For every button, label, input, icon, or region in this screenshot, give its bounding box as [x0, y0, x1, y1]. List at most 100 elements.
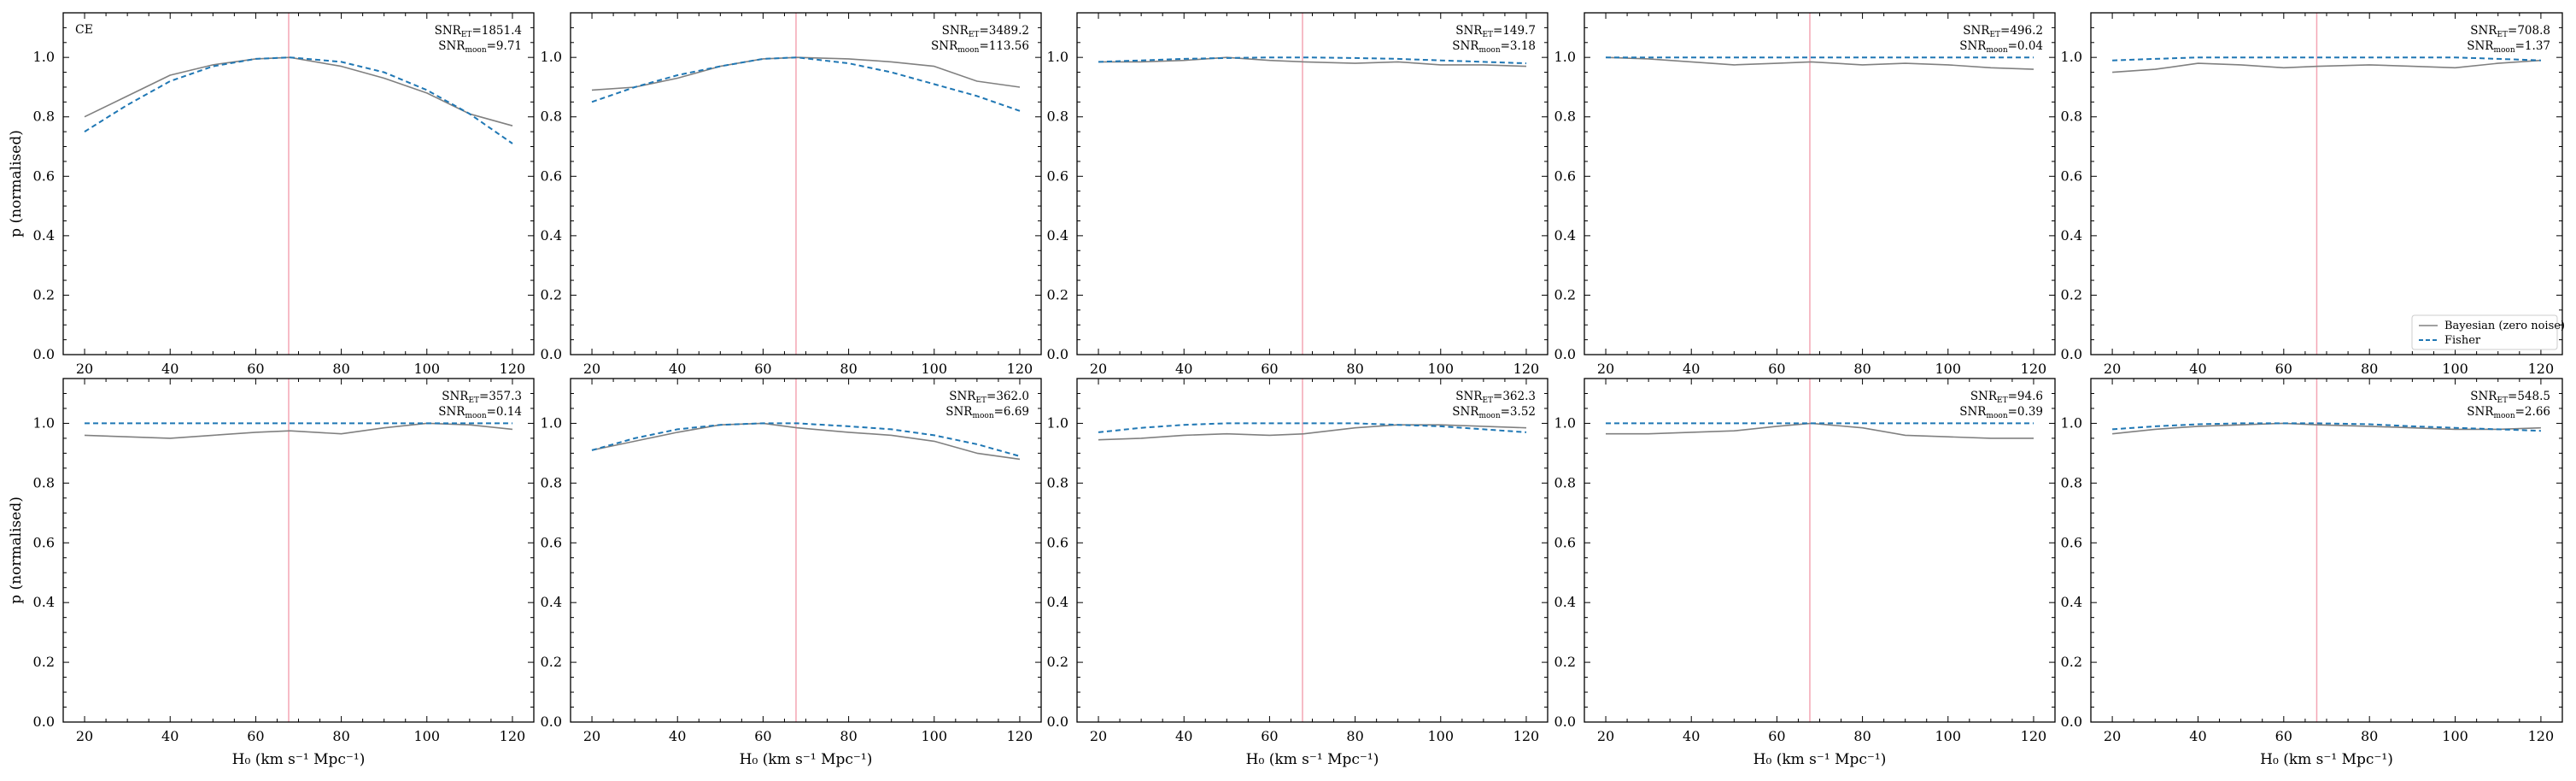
y-tick-label: 1.0 [541, 414, 562, 431]
y-tick-label: 0.8 [2061, 474, 2082, 490]
axes-frame [1076, 12, 1549, 355]
x-tick-label: 60 [1261, 728, 1278, 744]
y-tick-label: 0.0 [1047, 346, 1068, 362]
snr-et-label: SNRET=94.6 [1970, 390, 2043, 405]
y-tick-label: 0.4 [1047, 227, 1068, 244]
panel-7: 20 40 60 80 100 120 0.0 0.2 0.4 0.6 0.8 1.0 H₀ (km s… [541, 378, 1042, 768]
bayesian-line [591, 56, 1021, 91]
x-tick-label: 120 [1007, 361, 1033, 377]
y-tick-label: 0.2 [33, 286, 55, 302]
y-tick-label: 0.6 [1047, 534, 1068, 550]
fisher-line [1098, 422, 1527, 433]
x-tick-label: 20 [2104, 728, 2121, 744]
x-tick-label: 60 [247, 361, 264, 377]
panel-3: 20 40 60 80 100 120 0.0 0.2 0.4 0.6 0.8 1.0 SNRET=14… [1047, 12, 1549, 377]
snr-moon-subscript: moon [972, 412, 993, 420]
snr-et-subscript: ET [461, 31, 472, 39]
y-tick-label: 0.8 [541, 109, 562, 125]
y-tick-label: 1.0 [2061, 49, 2082, 65]
y-tick-label: 0.6 [1554, 534, 1576, 550]
snr-et-subscript: ET [468, 396, 479, 405]
axes-frame [62, 12, 535, 355]
x-tick-label: 100 [1427, 728, 1454, 744]
y-tick-label: 0.2 [2061, 286, 2082, 302]
y-tick-label: 0.0 [2061, 346, 2082, 362]
snr-et-prefix: SNR [1455, 24, 1483, 38]
y-tick-label: 0.6 [1047, 167, 1068, 184]
panel-5: 20 40 60 80 100 120 0.0 0.2 0.4 0.6 0.8 1.0 SNRET=70… [2061, 12, 2565, 377]
x-tick-label: 120 [1007, 728, 1033, 744]
snr-et-subscript: ET [1482, 396, 1493, 405]
snr-moon-value: =9.71 [487, 39, 522, 53]
x-tick-label: 100 [2442, 361, 2468, 377]
snr-moon-value: =3.52 [1501, 405, 1536, 419]
y-tick-label: 0.8 [1554, 109, 1576, 125]
axes-frame [570, 12, 1042, 355]
x-tick-label: 40 [2189, 728, 2206, 744]
y-tick-label: 0.6 [2061, 167, 2082, 184]
y-tick-label: 0.4 [33, 594, 55, 610]
bayesian-line [1605, 56, 2034, 70]
y-tick-label: 0.4 [1554, 594, 1576, 610]
snr-moon-prefix: SNR [2467, 39, 2494, 53]
x-tick-label: 60 [2275, 728, 2292, 744]
y-tick-label: 0.2 [33, 654, 55, 670]
snr-moon-value: =113.56 [979, 39, 1029, 53]
y-tick-label: 0.6 [2061, 534, 2082, 550]
bayesian-line [591, 422, 1021, 461]
x-tick-label: 100 [413, 361, 440, 377]
snr-et-subscript: ET [975, 396, 986, 405]
x-tick-label: 120 [500, 361, 526, 377]
snr-moon-prefix: SNR [1452, 39, 1479, 53]
snr-et-value: =3489.2 [979, 24, 1029, 38]
y-tick-label: 1.0 [1047, 414, 1068, 431]
x-tick-label: 40 [1175, 728, 1192, 744]
x-tick-label: 80 [1346, 728, 1363, 744]
bayesian-line [2112, 59, 2541, 73]
y-tick-label: 0.6 [1554, 167, 1576, 184]
legend-box [2411, 314, 2558, 350]
bayesian-line [1098, 56, 1527, 68]
y-tick-label: 0.6 [541, 534, 562, 550]
x-tick-label: 60 [1768, 728, 1785, 744]
snr-et-value: =496.2 [2000, 24, 2043, 38]
x-tick-label: 80 [1853, 728, 1871, 744]
y-tick-label: 1.0 [1554, 414, 1576, 431]
bayesian-line [2112, 422, 2541, 435]
y-tick-label: 0.0 [33, 346, 55, 362]
snr-et-label: SNRET=149.7 [1455, 24, 1536, 39]
panel-9: 20 40 60 80 100 120 0.0 0.2 0.4 0.6 0.8 1.0 H₀ (km s… [1554, 378, 2056, 768]
y-tick-label: 0.6 [33, 534, 55, 550]
snr-et-prefix: SNR [435, 24, 462, 38]
y-tick-label: 0.4 [1047, 594, 1068, 610]
snr-et-label: SNRET=548.5 [2470, 390, 2550, 405]
snr-et-prefix: SNR [2470, 24, 2497, 38]
snr-moon-label: SNRmoon=2.66 [2467, 405, 2550, 420]
bayesian-line [1606, 422, 2034, 439]
x-tick-label: 40 [1683, 361, 1700, 377]
y-tick-label: 0.8 [541, 474, 562, 490]
x-tick-label: 40 [1683, 728, 1700, 744]
snr-moon-prefix: SNR [1959, 405, 1987, 419]
panel-2: 20 40 60 80 100 1200.00.20.40.60.81.0SNRET=34… [541, 12, 1042, 377]
snr-moon-prefix: SNR [1959, 39, 1987, 53]
y-tick-label: 0.6 [33, 167, 55, 184]
x-tick-label: 40 [161, 728, 179, 744]
snr-moon-value: =2.66 [2515, 405, 2550, 419]
snr-moon-prefix: SNR [438, 39, 465, 53]
snr-moon-value: =0.04 [2008, 39, 2043, 53]
snr-moon-value: =0.39 [2008, 405, 2043, 419]
y-tick-label: 1.0 [541, 49, 562, 65]
y-tick-label: 1.0 [1554, 49, 1576, 65]
snr-moon-label: SNRmoon=1.37 [2467, 39, 2550, 55]
y-tick-label: 0.0 [541, 346, 562, 362]
x-tick-label: 20 [583, 728, 600, 744]
x-tick-label: 40 [669, 728, 686, 744]
x-tick-label: 100 [1935, 361, 1961, 377]
axes-frame [62, 378, 535, 723]
panel-8: 20 40 60 80 100 120 0.0 0.2 0.4 0.6 0.8 1.0 H₀ (km s… [1047, 378, 1549, 768]
x-tick-label: 120 [2021, 728, 2047, 744]
y-tick-label: 1.0 [33, 414, 55, 431]
x-tick-label: 100 [2442, 728, 2468, 744]
snr-et-label: SNRET=362.0 [949, 390, 1029, 405]
